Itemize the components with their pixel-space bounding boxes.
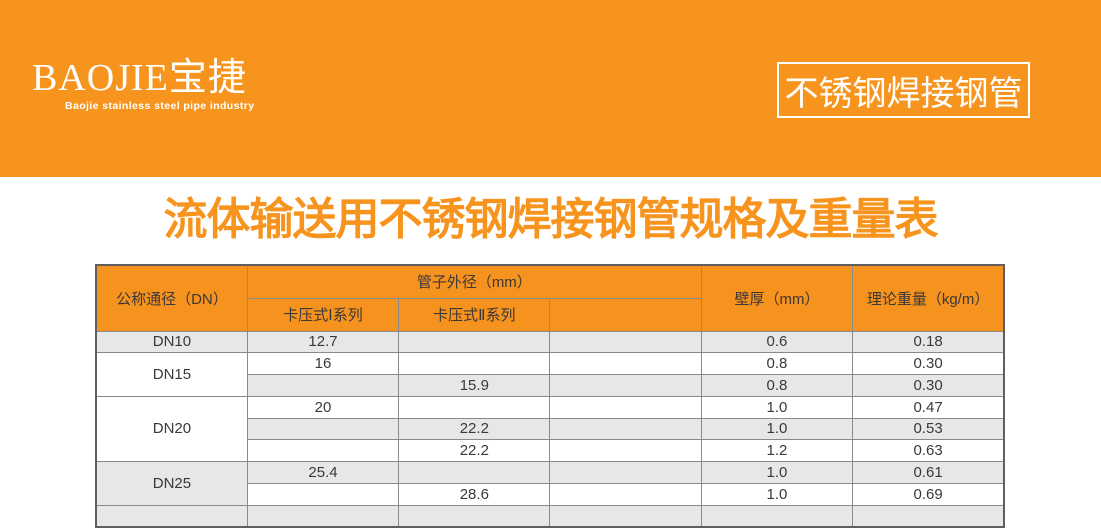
- product-category-label: 不锈钢焊接钢管: [784, 75, 1023, 113]
- col-header-theoretical-weight: 理论重量（kg/m）: [852, 264, 1005, 332]
- weight-cell: 0.18: [852, 330, 1005, 354]
- dn-cell: DN20: [95, 395, 248, 463]
- table-row: 22.2 1.0 0.53: [96, 417, 1005, 441]
- weight-cell: 0.61: [852, 461, 1005, 484]
- table-body: DN10 12.7 0.6 0.18 DN15 16 0.8 0.30 15.9…: [95, 330, 1005, 528]
- table-row: DN10 12.7 0.6 0.18: [95, 330, 1005, 354]
- dn-cell: DN15: [95, 352, 248, 397]
- col-header-outer-diameter-group: 管子外径（mm）: [246, 264, 702, 299]
- series2-cell: [398, 395, 551, 419]
- wall-cell: 0.6: [700, 330, 854, 354]
- series1-cell: [246, 482, 400, 506]
- wall-cell: 1.2: [700, 439, 854, 462]
- table-row: 22.2 1.2 0.63: [96, 439, 1005, 462]
- table-row: DN20 20 1.0 0.47: [95, 395, 1005, 463]
- wall-cell: 1.0: [700, 461, 854, 484]
- table-row: DN15 16 0.8 0.30: [95, 352, 1005, 397]
- weight-cell: 0.30: [852, 374, 1005, 397]
- weight-cell: 0.30: [852, 352, 1005, 375]
- series2-cell: [398, 504, 551, 528]
- series2-cell: [398, 461, 551, 484]
- col-header-series-3: [549, 297, 702, 332]
- weight-cell: 0.69: [852, 482, 1005, 506]
- wall-cell: 1.0: [700, 395, 854, 419]
- page-title: 流体输送用不锈钢焊接钢管规格及重量表: [163, 195, 939, 244]
- weight-cell: 0.47: [852, 395, 1005, 419]
- series3-cell: [549, 439, 702, 462]
- series3-cell: [549, 461, 702, 484]
- series1-cell: [246, 374, 400, 397]
- series3-cell: [549, 352, 702, 375]
- pipe-spec-table: 公称通径（DN） 管子外径（mm） 壁厚（mm） 理论重量（kg/m） 卡压式Ⅰ…: [95, 264, 1005, 528]
- wall-cell: [700, 504, 854, 528]
- top-banner: BAOJIE宝捷 Baojie stainless steel pipe ind…: [0, 0, 1101, 177]
- logo-wordmark: BAOJIE宝捷: [32, 57, 247, 99]
- dn-cell: DN10: [95, 330, 248, 354]
- wall-cell: 0.8: [700, 352, 854, 375]
- table-header-row-1: 公称通径（DN） 管子外径（mm） 壁厚（mm） 理论重量（kg/m）: [95, 264, 1005, 332]
- series2-cell: 28.6: [398, 482, 551, 506]
- table-row-partial: [95, 504, 1005, 528]
- series1-cell: 16: [246, 352, 400, 375]
- weight-cell: 0.53: [852, 417, 1005, 441]
- series2-cell: 22.2: [398, 439, 551, 462]
- logo-tagline: Baojie stainless steel pipe industry: [65, 100, 255, 112]
- series1-cell: 12.7: [246, 330, 400, 354]
- series3-cell: [549, 482, 702, 506]
- weight-cell: 0.63: [852, 439, 1005, 462]
- series2-cell: [398, 330, 551, 354]
- col-header-series-1: 卡压式Ⅰ系列: [246, 297, 400, 332]
- series3-cell: [549, 395, 702, 419]
- col-header-nominal-diameter: 公称通径（DN）: [95, 264, 248, 332]
- series3-cell: [549, 504, 702, 528]
- series3-cell: [549, 417, 702, 441]
- wall-cell: 1.0: [700, 417, 854, 441]
- col-header-wall-thickness: 壁厚（mm）: [700, 264, 854, 332]
- company-logo: BAOJIE宝捷 Baojie stainless steel pipe ind…: [32, 58, 254, 112]
- series2-cell: 15.9: [398, 374, 551, 397]
- series1-cell: 20: [246, 395, 400, 419]
- dn-cell: [95, 504, 248, 528]
- dn-cell: DN25: [95, 461, 248, 506]
- series1-cell: [246, 504, 400, 528]
- col-header-series-2: 卡压式Ⅱ系列: [398, 297, 551, 332]
- wall-cell: 0.8: [700, 374, 854, 397]
- series1-cell: [246, 439, 400, 462]
- wall-cell: 1.0: [700, 482, 854, 506]
- series2-cell: [398, 352, 551, 375]
- series1-cell: [246, 417, 400, 441]
- product-category-badge: 不锈钢焊接钢管: [777, 62, 1030, 118]
- series2-cell: 22.2: [398, 417, 551, 441]
- table-row: DN25 25.4 1.0 0.61: [95, 461, 1005, 506]
- table-header: 公称通径（DN） 管子外径（mm） 壁厚（mm） 理论重量（kg/m） 卡压式Ⅰ…: [95, 264, 1005, 332]
- series1-cell: 25.4: [246, 461, 400, 484]
- series3-cell: [549, 374, 702, 397]
- series3-cell: [549, 330, 702, 354]
- weight-cell: [852, 504, 1005, 528]
- table-row: 28.6 1.0 0.69: [96, 482, 1005, 506]
- table-header-row-2: 卡压式Ⅰ系列 卡压式Ⅱ系列: [96, 297, 1004, 332]
